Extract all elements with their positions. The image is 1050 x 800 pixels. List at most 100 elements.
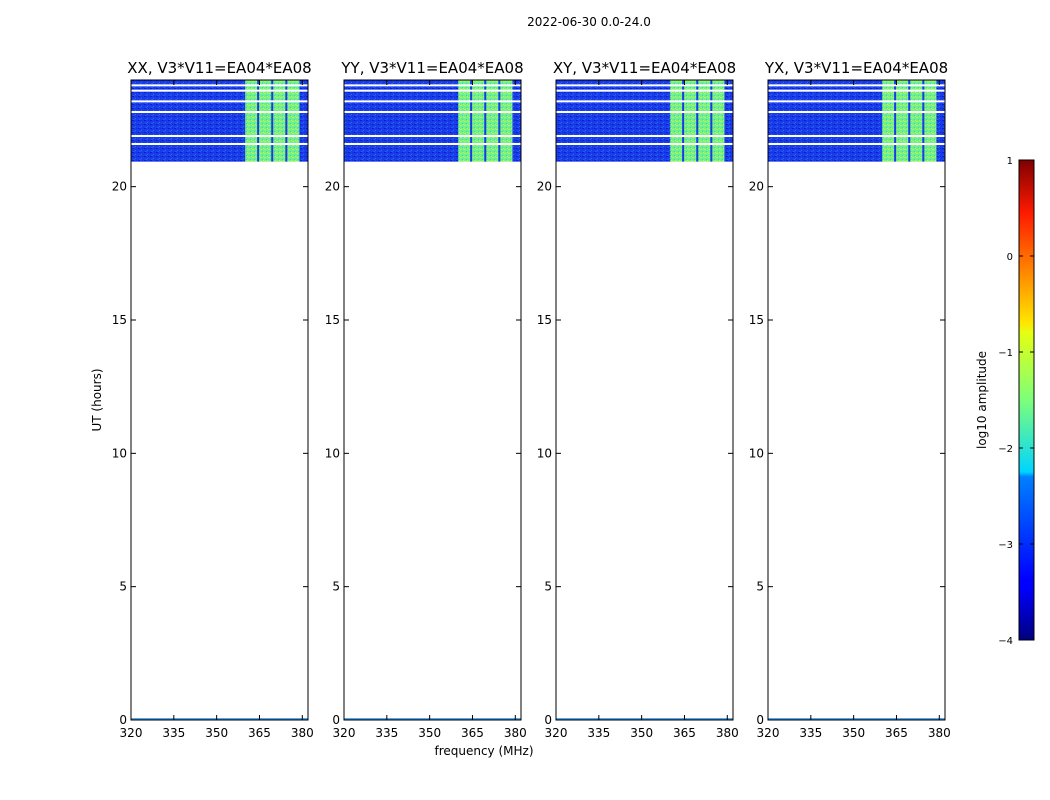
y-axis-label: UT (hours) [90,368,104,431]
flagged-row [556,161,733,164]
x-axis-label: frequency (MHz) [434,744,533,758]
y-tick-label: 0 [756,713,764,727]
flagged-row [131,111,308,113]
x-tick-label: 335 [799,726,822,740]
x-tick-label: 380 [291,726,314,740]
subplot-title: YX, V3*V11=EA04*EA08 [764,59,948,77]
y-tick-label: 0 [544,713,552,727]
y-tick-label: 5 [544,580,552,594]
flagged-row [556,100,733,103]
heatmap-channel-stripe [498,80,501,163]
x-tick-label: 350 [842,726,865,740]
y-tick-label: 10 [325,446,340,460]
flagged-row [131,84,308,87]
heatmap-channel-stripe [696,80,699,163]
axes-frame [130,79,309,721]
y-tick-label: 15 [537,313,552,327]
x-tick-label: 380 [928,726,951,740]
flagged-row [768,161,945,164]
flagged-row [556,84,733,87]
flagged-row [344,100,521,103]
x-tick-label: 350 [205,726,228,740]
flagged-row [556,135,733,137]
y-tick-label: 5 [332,580,340,594]
axes-frame [767,79,946,721]
subplot-title: XY, V3*V11=EA04*EA08 [553,59,736,77]
x-tick-label: 350 [418,726,441,740]
colorbar-tick-label: −1 [998,348,1013,359]
subplot-2: 0 5 10 15 20 320 335 350 365 380 YY, V3*V11=EA04*E… [325,59,527,740]
x-tick-label: 380 [504,726,527,740]
y-tick-label: 20 [112,180,127,194]
y-tick-label: 10 [537,446,552,460]
flagged-row [556,143,733,145]
subplot-4: 0 5 10 15 20 320 335 350 365 380 YX, V3*V11=EA04*E… [749,59,951,740]
y-tick-label: 10 [112,446,127,460]
flagged-row [768,89,945,92]
x-tick-label: 320 [120,726,143,740]
flagged-row [344,111,521,113]
heatmap-channel-stripe [922,80,925,163]
heatmap-channel-stripe [710,80,713,163]
subplot-1: 0 5 10 15 20 320 335 350 365 380 XX, V3*V11=EA04*E… [112,59,314,740]
y-tick-label: 20 [537,180,552,194]
flagged-row [344,84,521,87]
y-tick-label: 0 [332,713,340,727]
y-tick-label: 15 [749,313,764,327]
flagged-row [344,135,521,137]
flagged-row [768,100,945,103]
axes-frame [343,79,522,721]
flagged-row [344,161,521,164]
x-tick-label: 365 [461,726,484,740]
y-tick-label: 20 [325,180,340,194]
x-tick-label: 365 [248,726,271,740]
heatmap-channel-stripe [908,80,911,163]
colorbar-gradient [1018,159,1035,641]
colorbar-label: log10 amplitude [975,351,989,449]
heatmap-channel-stripe [470,80,473,163]
x-tick-label: 365 [885,726,908,740]
y-tick-label: 5 [119,580,127,594]
flagged-row [768,143,945,145]
flagged-row [131,161,308,164]
x-tick-label: 350 [630,726,653,740]
flagged-row [556,111,733,113]
heatmap-channel-stripe [682,80,685,163]
axes-frame [555,79,734,721]
x-tick-label: 320 [757,726,780,740]
flagged-row [131,143,308,145]
flagged-row [768,111,945,113]
subplot-3: 0 5 10 15 20 320 335 350 365 380 XY, V3*V11=EA04*E… [537,59,739,740]
x-tick-label: 335 [587,726,610,740]
subplot-panels: 0 5 10 15 20 320 335 350 365 380 XX, V3*V11=EA04*E… [112,59,951,740]
flagged-row [344,89,521,92]
heatmap-channel-stripe [484,80,487,163]
colorbar-tick-label: 1 [1007,156,1013,167]
flagged-row [344,143,521,145]
y-tick-label: 15 [112,313,127,327]
heatmap-channel-stripe [257,80,260,163]
x-tick-label: 335 [162,726,185,740]
flagged-row [131,100,308,103]
colorbar-tick-label: 0 [1007,252,1013,263]
figure-suptitle: 2022-06-30 0.0-24.0 [527,15,651,29]
heatmap-channel-stripe [894,80,897,163]
subplot-title: XX, V3*V11=EA04*EA08 [127,59,311,77]
x-tick-label: 335 [375,726,398,740]
heatmap-channel-stripe [285,80,288,163]
flagged-row [131,89,308,92]
colorbar-ticks: −4 −3 −2 −1 0 1 [998,156,1034,647]
heatmap-channel-stripe [271,80,274,163]
x-tick-label: 320 [333,726,356,740]
y-tick-label: 20 [749,180,764,194]
colorbar-tick-label: −2 [998,444,1013,455]
flagged-row [768,84,945,87]
x-tick-label: 380 [716,726,739,740]
y-tick-label: 0 [119,713,127,727]
colorbar: −4 −3 −2 −1 0 1 log10 amplitude [975,156,1035,647]
x-tick-label: 320 [545,726,568,740]
x-tick-label: 365 [673,726,696,740]
colorbar-tick-label: −3 [998,540,1013,551]
y-tick-label: 5 [756,580,764,594]
